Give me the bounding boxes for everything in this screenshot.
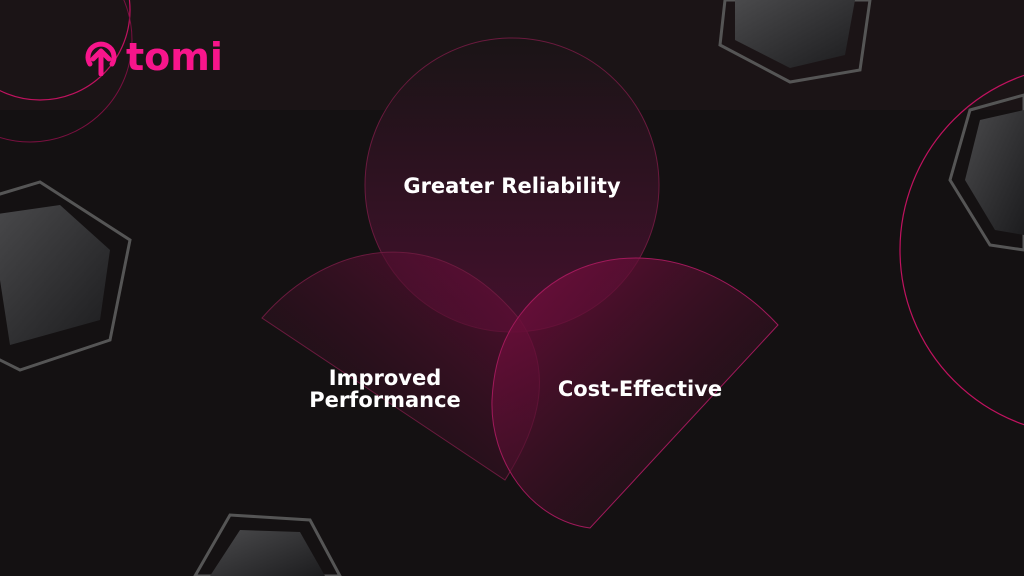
logo-text: tomi — [126, 35, 223, 79]
ring-decoration — [0, 0, 131, 101]
cube-decoration — [948, 93, 1024, 252]
tomi-logo: tomi — [82, 38, 223, 76]
cube-decoration — [193, 513, 342, 576]
label-greater-reliability: Greater Reliability — [403, 174, 621, 198]
cube-decoration — [0, 180, 132, 372]
venn-circle-cost-effective — [491, 257, 779, 529]
tomi-tree-icon — [85, 41, 117, 76]
label-improved-performance: Improved Performance — [309, 366, 461, 412]
ring-decoration — [899, 74, 1024, 426]
label-cost-effective: Cost-Effective — [557, 377, 723, 401]
ring-decoration — [0, 0, 133, 143]
cube-decoration — [718, 0, 872, 84]
